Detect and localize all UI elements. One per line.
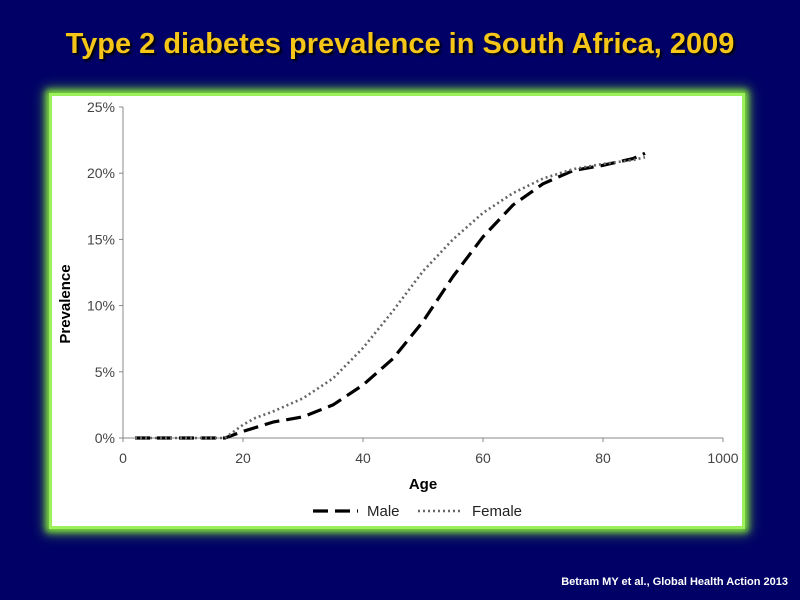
slide-title: Type 2 diabetes prevalence in South Afri…	[65, 28, 735, 60]
chart-frame: 0% 5% 10% 15% 20% 25% 0 20 40 60 80 1000 Age Preva…	[49, 93, 745, 529]
y-axis-title: Prevalence	[57, 264, 74, 343]
prevalence-line-chart: 0% 5% 10% 15% 20% 25% 0 20 40 60 80 1000 Age Preva…	[57, 99, 739, 520]
y-tick-label: 20%	[87, 165, 115, 181]
legend-label-female: Female	[472, 503, 522, 520]
chart-axes	[122, 107, 723, 439]
x-tick-label: 20	[235, 450, 251, 466]
citation: Betram MY et al., Global Health Action 2…	[561, 576, 788, 588]
x-tick-label: 0	[119, 450, 127, 466]
chart-legend: Male Female	[313, 503, 522, 520]
x-axis-title: Age	[409, 476, 437, 493]
chart-series	[135, 151, 646, 440]
y-tick-label: 0%	[95, 430, 115, 446]
legend-label-male: Male	[367, 503, 400, 520]
series-line-female	[135, 156, 646, 440]
x-tick-label: 60	[475, 450, 491, 466]
y-tick-label: 25%	[87, 99, 115, 115]
series-line-male	[135, 151, 646, 440]
y-tick-label: 5%	[95, 364, 115, 380]
x-tick-label: 40	[355, 450, 371, 466]
y-tick-label: 10%	[87, 298, 115, 314]
y-tick-labels: 0% 5% 10% 15% 20% 25%	[87, 99, 123, 446]
y-tick-label: 15%	[87, 231, 115, 247]
x-tick-label: 1000	[707, 450, 738, 466]
x-tick-labels: 0 20 40 60 80 1000	[119, 438, 739, 466]
x-tick-label: 80	[595, 450, 611, 466]
